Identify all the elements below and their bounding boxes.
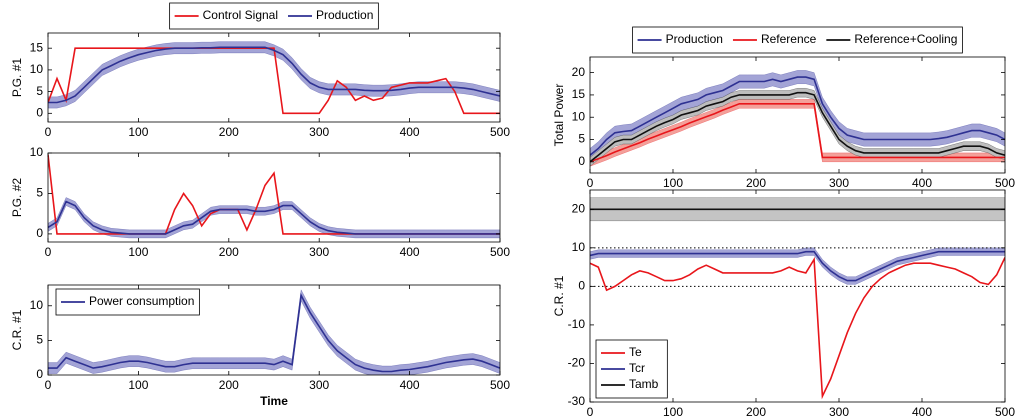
- x-tick-label: 400: [912, 405, 932, 419]
- uncertainty-band: [590, 247, 1005, 285]
- y-tick-label: 20: [572, 201, 586, 215]
- y-axis-label: P.G. #2: [10, 178, 24, 217]
- x-tick-label: 200: [746, 176, 766, 190]
- x-axis-label: Time: [260, 394, 288, 408]
- legend-label: Te: [629, 345, 642, 359]
- series-line: [48, 200, 500, 235]
- x-tick-label: 300: [829, 405, 849, 419]
- series-line: [48, 154, 500, 235]
- legend: Power consumption: [55, 288, 200, 316]
- x-tick-label: 400: [400, 125, 420, 139]
- axes-frame: [589, 56, 1006, 174]
- legend: Te Tcr Tamb: [595, 339, 668, 399]
- x-tick-label: 0: [45, 378, 52, 392]
- axes-frame: [47, 284, 501, 376]
- axes-frame: [589, 189, 1006, 403]
- y-tick-label: 15: [30, 40, 44, 54]
- uncertainty-band: [590, 99, 1005, 167]
- x-tick-label: 100: [128, 125, 148, 139]
- y-tick-label: 0: [578, 154, 585, 168]
- axes-frame: [47, 152, 501, 243]
- y-tick-label: 0: [578, 279, 585, 293]
- legend: Production Reference Reference+Cooling: [632, 26, 963, 54]
- x-tick-label: 200: [219, 125, 239, 139]
- x-tick-label: 0: [587, 176, 594, 190]
- y-axis-label: P.G. #1: [10, 58, 24, 97]
- x-tick-label: 100: [128, 378, 148, 392]
- legend-label: Tcr: [629, 361, 645, 375]
- series-line: [590, 250, 1005, 282]
- axes-frame: [47, 32, 501, 123]
- y-tick-label: 0: [36, 367, 43, 381]
- x-tick-label: 500: [995, 176, 1015, 190]
- x-tick-label: 0: [45, 245, 52, 259]
- y-tick-label: -30: [568, 394, 586, 408]
- x-tick-label: 300: [309, 245, 329, 259]
- y-tick-label: 10: [572, 109, 586, 123]
- uncertainty-band: [48, 289, 500, 375]
- x-tick-label: 400: [400, 378, 420, 392]
- legend-label: Control Signal: [203, 8, 278, 22]
- plot-area: [590, 197, 1005, 400]
- x-tick-label: 200: [219, 245, 239, 259]
- x-tick-label: 100: [663, 176, 683, 190]
- legend-label: Production: [666, 32, 723, 46]
- series-line: [48, 46, 500, 104]
- x-tick-label: 400: [400, 245, 420, 259]
- y-tick-label: -20: [568, 356, 586, 370]
- y-tick-label: 5: [578, 132, 585, 146]
- y-tick-label: 5: [36, 333, 43, 347]
- y-tick-label: 5: [36, 84, 43, 98]
- series-line: [590, 256, 1005, 400]
- series-line: [590, 76, 1005, 156]
- y-tick-label: 15: [572, 87, 586, 101]
- y-tick-label: 10: [30, 62, 44, 76]
- x-tick-label: 200: [219, 378, 239, 392]
- plot-area: [590, 70, 1005, 167]
- y-tick-label: 10: [30, 298, 44, 312]
- y-axis-label: C.R. #1: [10, 309, 24, 350]
- x-tick-label: 0: [45, 125, 52, 139]
- y-tick-label: -10: [568, 317, 586, 331]
- legend-label: Reference+Cooling: [854, 32, 957, 46]
- legend-label: Tamb: [629, 377, 659, 391]
- legend-box: [632, 26, 963, 54]
- x-tick-label: 0: [587, 405, 594, 419]
- x-tick-label: 300: [309, 378, 329, 392]
- x-tick-label: 300: [309, 125, 329, 139]
- legend-label: Power consumption: [89, 294, 194, 308]
- legend-label: Production: [316, 8, 373, 22]
- y-tick-label: 0: [36, 226, 43, 240]
- x-tick-label: 100: [128, 245, 148, 259]
- y-tick-label: 20: [572, 65, 586, 79]
- y-axis-label: Total Power: [552, 84, 566, 147]
- x-tick-label: 100: [663, 405, 683, 419]
- legend-label: Reference: [761, 32, 817, 46]
- series-line: [48, 47, 500, 115]
- x-tick-label: 400: [912, 176, 932, 190]
- y-tick-label: 0: [36, 105, 43, 119]
- y-tick-label: 10: [30, 145, 44, 159]
- x-tick-label: 500: [490, 245, 510, 259]
- plot-area: [48, 41, 500, 115]
- x-tick-label: 500: [995, 405, 1015, 419]
- legend-box: [169, 2, 379, 30]
- plot-area: [48, 289, 500, 375]
- series-line: [590, 103, 1005, 163]
- x-tick-label: 200: [746, 405, 766, 419]
- uncertainty-band: [590, 88, 1005, 167]
- series-line: [590, 91, 1005, 163]
- y-tick-label: 5: [36, 186, 43, 200]
- legend: Control Signal Production: [169, 2, 379, 30]
- y-tick-label: 10: [572, 240, 586, 254]
- x-tick-label: 300: [829, 176, 849, 190]
- series-line: [48, 292, 500, 373]
- uncertainty-band: [48, 197, 500, 239]
- y-axis-label: C.R. #1: [552, 275, 566, 316]
- x-tick-label: 500: [490, 125, 510, 139]
- plot-area: [48, 154, 500, 239]
- x-tick-label: 500: [490, 378, 510, 392]
